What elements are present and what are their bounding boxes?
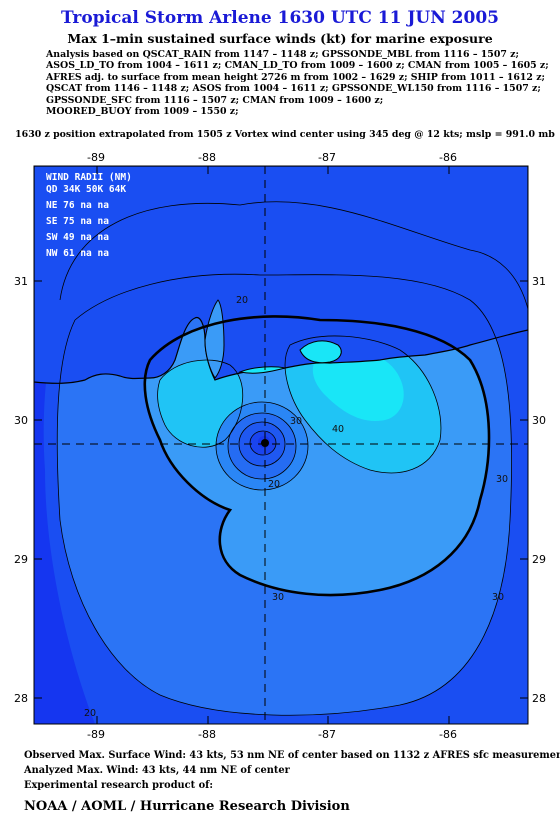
lon-tick-bottom: -89 — [87, 728, 105, 741]
analysis-line: MOORED_BUOY from 1009 – 1550 z; — [46, 106, 239, 118]
wind-radii-table: WIND RADII (NM) QD 34K 50K 64K NE 76 na … — [46, 172, 132, 259]
pensacola-bay — [299, 340, 342, 364]
lon-tick-bottom: -87 — [318, 728, 336, 741]
wind-radii-row: NE 76 na na — [46, 200, 109, 211]
wind-radii-row: NW 61 na na — [46, 248, 109, 259]
lat-tick-left: 29 — [14, 553, 28, 566]
contour-label-20: 20 — [236, 295, 248, 306]
lon-tick-top: -88 — [198, 151, 216, 164]
observed-max-wind: Observed Max. Surface Wind: 43 kts, 53 n… — [24, 750, 560, 761]
analysis-line: GPSSONDE_SFC from 1116 – 1507 z; CMAN fr… — [46, 94, 384, 106]
lat-tick-left: 28 — [14, 692, 28, 705]
wind-band-max — [312, 350, 404, 421]
wind-map: 20 30 40 30 20 30 30 20 WIND RADII (NM) … — [14, 151, 546, 741]
analysis-line: AFRES adj. to surface from mean height 2… — [46, 71, 545, 83]
lat-tick-left: 30 — [14, 414, 28, 427]
experimental-note: Experimental research product of: — [24, 780, 213, 791]
analysis-line: ASOS_LD_TO from 1004 – 1611 z; CMAN_LD_T… — [46, 60, 549, 72]
wind-field: 20 30 40 30 20 30 30 20 WIND RADII (NM) … — [34, 166, 528, 724]
wind-radii-header: QD 34K 50K 64K — [46, 184, 126, 195]
contour-label-30: 30 — [290, 416, 302, 427]
analysis-line: Analysis based on QSCAT_RAIN from 1147 –… — [46, 49, 519, 60]
wind-radii-title: WIND RADII (NM) — [46, 172, 132, 183]
map-frame — [33, 165, 529, 725]
agency-name: NOAA / AOML / Hurricane Research Divisio… — [24, 799, 350, 814]
page-title: Tropical Storm Arlene 1630 UTC 11 JUN 20… — [60, 8, 499, 28]
lon-tick-top: -89 — [87, 151, 105, 164]
lon-tick-bottom: -86 — [439, 728, 457, 741]
contour-label-40: 40 — [332, 424, 344, 435]
position-note: 1630 z position extrapolated from 1505 z… — [15, 129, 555, 140]
axis-ticks — [34, 166, 528, 724]
wind-contours — [56, 201, 528, 716]
lat-tick-right: 28 — [532, 692, 546, 705]
wind-radii-row: SE 75 na na — [46, 216, 109, 227]
contour-label-20b: 20 — [268, 479, 280, 490]
contour-label-20c: 20 — [84, 708, 96, 719]
contour-34kt — [143, 315, 491, 597]
lat-tick-left: 31 — [14, 275, 28, 288]
contour-label-30c: 30 — [272, 592, 284, 603]
lon-tick-top: -86 — [439, 151, 457, 164]
lat-tick-right: 30 — [532, 414, 546, 427]
wind-radii-row: SW 49 na na — [46, 232, 109, 243]
lat-tick-right: 31 — [532, 275, 546, 288]
page-subtitle: Max 1–min sustained surface winds (kt) f… — [67, 31, 493, 46]
contour-label-30d: 30 — [492, 592, 504, 603]
lon-tick-bottom: -88 — [198, 728, 216, 741]
analysis-sources: Analysis based on QSCAT_RAIN from 1147 –… — [46, 49, 549, 118]
analyzed-max-wind: Analyzed Max. Wind: 43 kts, 44 nm NE of … — [24, 765, 290, 776]
contour-label-30b: 30 — [496, 474, 508, 485]
lon-tick-top: -87 — [318, 151, 336, 164]
mobile-bay — [204, 299, 225, 379]
analysis-line: QSCAT from 1146 – 1148 z; ASOS from 1004… — [46, 83, 541, 95]
lat-tick-right: 29 — [532, 553, 546, 566]
storm-center-marker — [261, 439, 269, 447]
